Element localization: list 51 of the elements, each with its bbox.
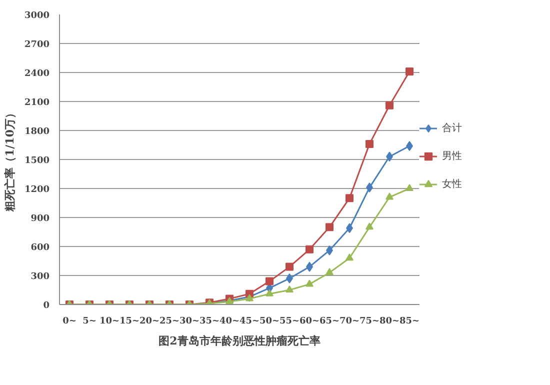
x-tick-label: 85~ (399, 316, 420, 326)
y-tick-label: 0 (43, 301, 50, 311)
point (286, 285, 294, 293)
x-tick-label: 30~ (179, 316, 200, 326)
point (246, 294, 254, 302)
x-tick-label: 50~ (259, 316, 280, 326)
x-tick-label: 40~ (219, 316, 240, 326)
point (366, 222, 374, 230)
point (326, 268, 334, 276)
x-tick-label: 60~ (299, 316, 320, 326)
y-tick-label: 2400 (24, 69, 50, 79)
point (306, 280, 314, 287)
x-tick-label: 25~ (159, 316, 180, 326)
point (346, 254, 354, 261)
point (386, 192, 394, 200)
point (346, 194, 354, 202)
point (266, 277, 274, 286)
x-tick-label: 5~ (82, 316, 96, 326)
legend-label: 合计 (442, 122, 462, 135)
x-tick-label: 65~ (319, 316, 340, 326)
y-tick-label: 3000 (24, 11, 50, 21)
y-tick-label: 1800 (24, 127, 50, 137)
y-tick-label: 900 (30, 214, 50, 224)
point (306, 245, 314, 254)
point (406, 184, 414, 192)
point (366, 140, 374, 148)
x-tick-label: 70~ (339, 316, 360, 326)
x-tick-label: 20~ (139, 316, 160, 326)
y-tick-label: 2700 (24, 40, 50, 50)
y-tick-label: 1500 (24, 156, 50, 166)
point (266, 289, 274, 296)
x-tick-label: 10~ (99, 316, 120, 326)
legend-label: 男性 (442, 150, 462, 163)
x-tick-label: 35~ (199, 316, 220, 326)
legend-label: 女性 (442, 178, 462, 191)
point (406, 68, 414, 76)
y-tick-label: 1200 (24, 185, 50, 195)
x-tick-label: 80~ (379, 316, 400, 326)
x-tick-label: 0~ (62, 316, 76, 326)
x-axis-title: 图2青岛市年龄别恶性肿瘤死亡率 (158, 334, 320, 348)
point (386, 101, 394, 110)
y-axis-title: 粗死亡率（1/10万） (3, 108, 16, 212)
x-tick-label: 45~ (239, 316, 260, 326)
y-tick-label: 600 (30, 243, 50, 253)
y-tick-label: 2100 (24, 98, 50, 108)
point (286, 262, 294, 271)
point (326, 223, 334, 232)
x-tick-label: 55~ (279, 316, 300, 326)
y-tick-label: 300 (30, 272, 50, 282)
x-tick-label: 15~ (119, 316, 140, 326)
x-tick-label: 75~ (359, 316, 380, 326)
